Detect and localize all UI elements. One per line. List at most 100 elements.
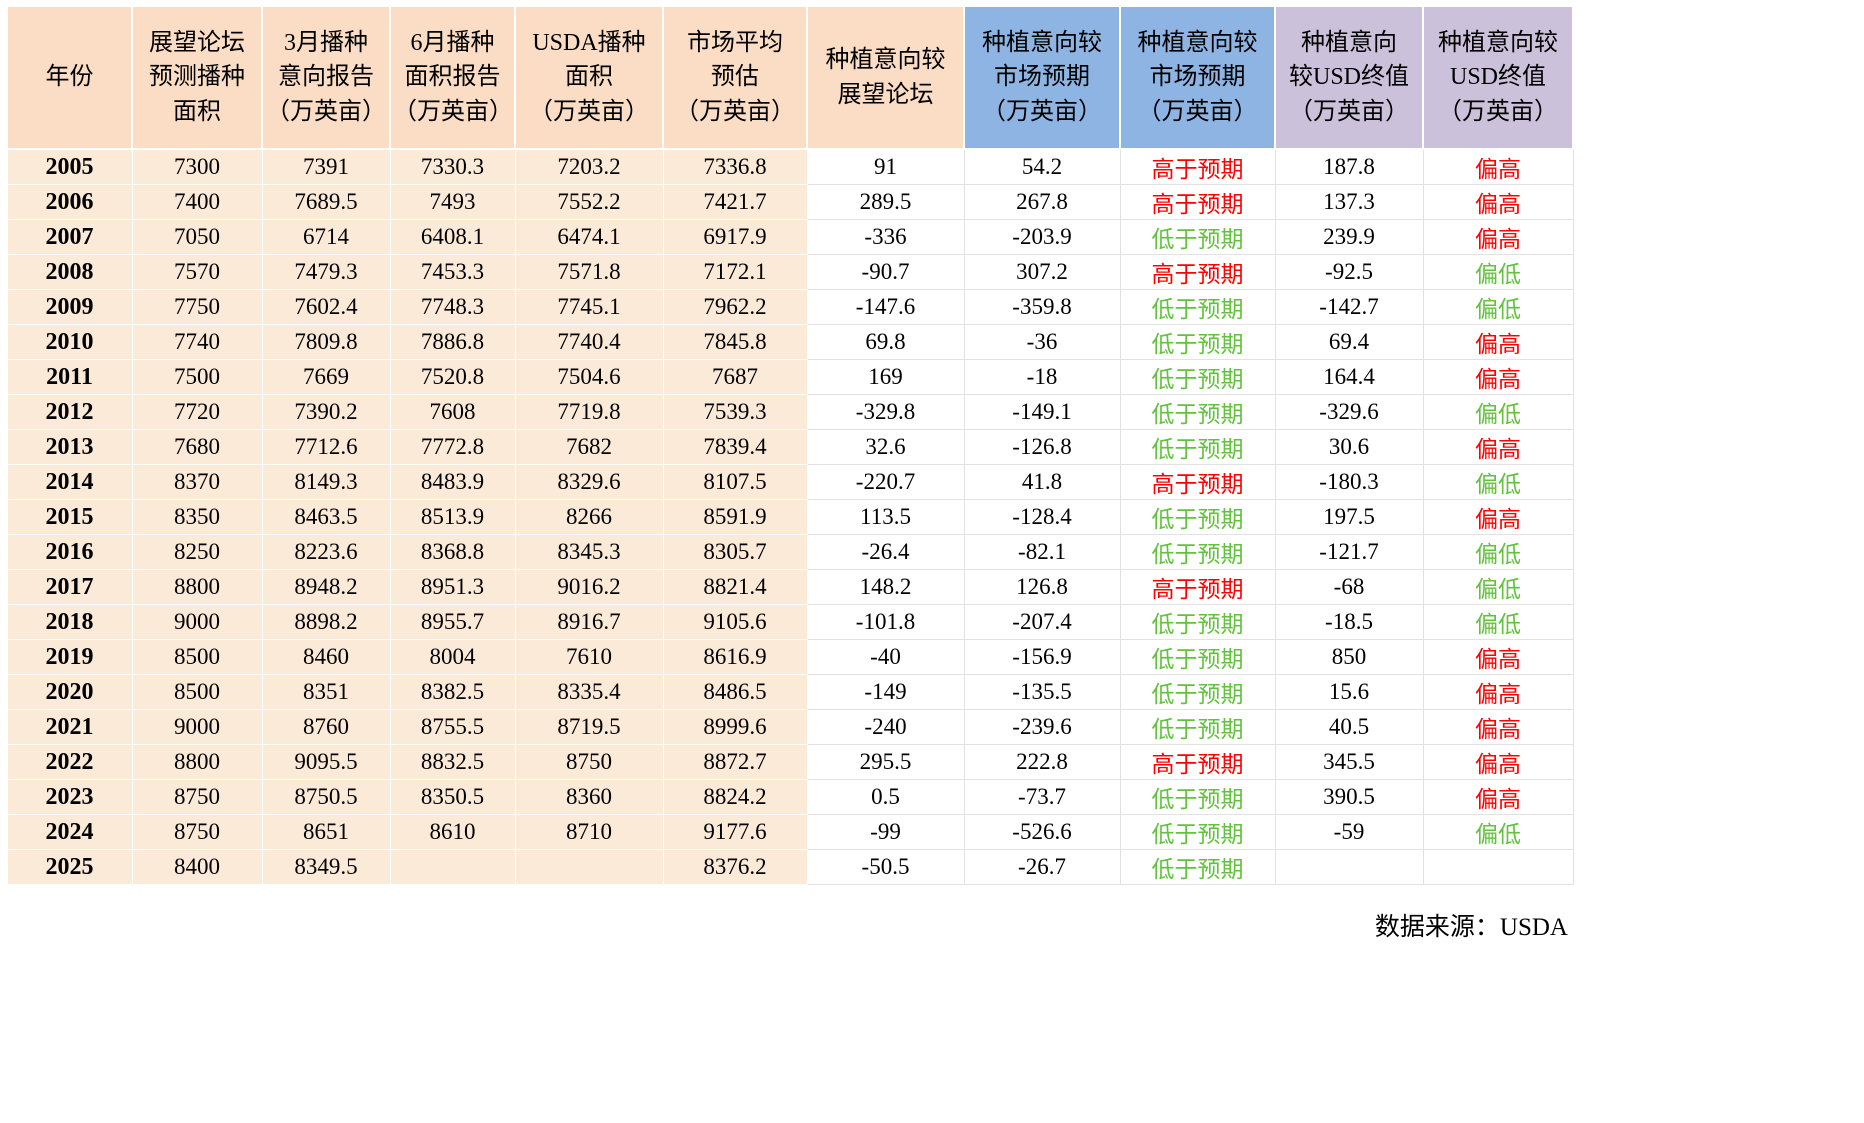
intent-vs-usda-cell: -180.3 xyxy=(1274,464,1424,500)
intent-vs-usda-status-cell: 偏低 xyxy=(1422,289,1574,325)
intent-vs-forum-cell: 91 xyxy=(806,148,965,185)
usda-area-cell: 8916.7 xyxy=(514,604,664,640)
intent-vs-market-cell: -156.9 xyxy=(963,639,1121,675)
march-intentions-report-cell: 7602.4 xyxy=(261,289,391,325)
year-cell: 2019 xyxy=(6,639,133,675)
march-intentions-report-cell: 7390.2 xyxy=(261,394,391,430)
intent-vs-forum-cell: 169 xyxy=(806,359,965,395)
intent-vs-usda-cell xyxy=(1274,849,1424,885)
col-header-june-area-report: 6月播种 面积报告 （万英亩） xyxy=(389,5,516,150)
intent-vs-forum-cell: -220.7 xyxy=(806,464,965,500)
forum-forecast-cell: 8250 xyxy=(131,534,263,570)
intent-vs-usda-cell: 239.9 xyxy=(1274,219,1424,255)
year-cell: 2024 xyxy=(6,814,133,850)
data-table: 年份 展望论坛 预测播种 面积 3月播种 意向报告 （万英亩） 6月播种 面积报告 （… xyxy=(6,5,1574,885)
intent-vs-forum-cell: 148.2 xyxy=(806,569,965,605)
intent-vs-usda-cell: -121.7 xyxy=(1274,534,1424,570)
intent-vs-market-cell: 41.8 xyxy=(963,464,1121,500)
march-intentions-report-cell: 7391 xyxy=(261,148,391,185)
usda-area-cell xyxy=(514,849,664,885)
year-cell: 2020 xyxy=(6,674,133,710)
intent-vs-market-status-cell: 低于预期 xyxy=(1119,779,1276,815)
intent-vs-usda-cell: -329.6 xyxy=(1274,394,1424,430)
march-intentions-report-cell: 7479.3 xyxy=(261,254,391,290)
intent-vs-usda-cell: -18.5 xyxy=(1274,604,1424,640)
intent-vs-usda-status-cell: 偏高 xyxy=(1422,184,1574,220)
intent-vs-market-status-cell: 低于预期 xyxy=(1119,534,1276,570)
table-row: 2025 8400 8349.5 8376.2 -50.5 -26.7 低于预期 xyxy=(6,849,1574,885)
intent-vs-usda-status-cell: 偏低 xyxy=(1422,814,1574,850)
intent-vs-forum-cell: -50.5 xyxy=(806,849,965,885)
intent-vs-market-cell: -36 xyxy=(963,324,1121,360)
market-avg-estimate-cell: 7421.7 xyxy=(662,184,808,220)
forum-forecast-cell: 8400 xyxy=(131,849,263,885)
june-area-report-cell: 8483.9 xyxy=(389,464,516,500)
intent-vs-usda-cell: 187.8 xyxy=(1274,148,1424,185)
intent-vs-forum-cell: -336 xyxy=(806,219,965,255)
intent-vs-usda-cell: 345.5 xyxy=(1274,744,1424,780)
year-cell: 2021 xyxy=(6,709,133,745)
intent-vs-forum-cell: -26.4 xyxy=(806,534,965,570)
market-avg-estimate-cell: 8616.9 xyxy=(662,639,808,675)
forum-forecast-cell: 7400 xyxy=(131,184,263,220)
intent-vs-usda-status-cell: 偏高 xyxy=(1422,324,1574,360)
intent-vs-market-cell: 307.2 xyxy=(963,254,1121,290)
intent-vs-forum-cell: 113.5 xyxy=(806,499,965,535)
march-intentions-report-cell: 8460 xyxy=(261,639,391,675)
market-avg-estimate-cell: 8305.7 xyxy=(662,534,808,570)
market-avg-estimate-cell: 7962.2 xyxy=(662,289,808,325)
col-header-intent-vs-usda: 种植意向 较USD终值 （万英亩） xyxy=(1274,5,1424,150)
forum-forecast-cell: 9000 xyxy=(131,604,263,640)
usda-area-cell: 8329.6 xyxy=(514,464,664,500)
intent-vs-usda-cell: 69.4 xyxy=(1274,324,1424,360)
june-area-report-cell: 8610 xyxy=(389,814,516,850)
intent-vs-usda-cell: 197.5 xyxy=(1274,499,1424,535)
market-avg-estimate-cell: 7839.4 xyxy=(662,429,808,465)
usda-area-cell: 8266 xyxy=(514,499,664,535)
market-avg-estimate-cell: 8107.5 xyxy=(662,464,808,500)
header-row: 年份 展望论坛 预测播种 面积 3月播种 意向报告 （万英亩） 6月播种 面积报告 （… xyxy=(6,5,1574,150)
year-cell: 2023 xyxy=(6,779,133,815)
market-avg-estimate-cell: 7845.8 xyxy=(662,324,808,360)
june-area-report-cell: 8951.3 xyxy=(389,569,516,605)
intent-vs-market-cell: 126.8 xyxy=(963,569,1121,605)
intent-vs-usda-cell: -68 xyxy=(1274,569,1424,605)
usda-area-cell: 8360 xyxy=(514,779,664,815)
june-area-report-cell: 8368.8 xyxy=(389,534,516,570)
june-area-report-cell: 7493 xyxy=(389,184,516,220)
col-header-intent-vs-forum: 种植意向较 展望论坛 xyxy=(806,5,965,150)
forum-forecast-cell: 7050 xyxy=(131,219,263,255)
market-avg-estimate-cell: 8591.9 xyxy=(662,499,808,535)
intent-vs-market-cell: 54.2 xyxy=(963,148,1121,185)
table-row: 2009 7750 7602.4 7748.3 7745.1 7962.2 -147.6 -3… xyxy=(6,289,1574,325)
year-cell: 2010 xyxy=(6,324,133,360)
usda-area-cell: 8719.5 xyxy=(514,709,664,745)
march-intentions-report-cell: 8351 xyxy=(261,674,391,710)
intent-vs-market-cell: -73.7 xyxy=(963,779,1121,815)
table-row: 2019 8500 8460 8004 7610 8616.9 -40 -156.9 低于预期 8… xyxy=(6,639,1574,675)
year-cell: 2012 xyxy=(6,394,133,430)
intent-vs-market-status-cell: 低于预期 xyxy=(1119,849,1276,885)
march-intentions-report-cell: 8223.6 xyxy=(261,534,391,570)
usda-area-cell: 7745.1 xyxy=(514,289,664,325)
june-area-report-cell: 7748.3 xyxy=(389,289,516,325)
year-cell: 2008 xyxy=(6,254,133,290)
intent-vs-market-cell: -207.4 xyxy=(963,604,1121,640)
usda-area-cell: 9016.2 xyxy=(514,569,664,605)
col-header-march-intentions-report: 3月播种 意向报告 （万英亩） xyxy=(261,5,391,150)
market-avg-estimate-cell: 8376.2 xyxy=(662,849,808,885)
intent-vs-market-status-cell: 低于预期 xyxy=(1119,324,1276,360)
intent-vs-usda-status-cell: 偏高 xyxy=(1422,639,1574,675)
intent-vs-forum-cell: -90.7 xyxy=(806,254,965,290)
intent-vs-market-status-cell: 高于预期 xyxy=(1119,148,1276,185)
intent-vs-forum-cell: -149 xyxy=(806,674,965,710)
col-header-usda-area: USDA播种 面积 （万英亩） xyxy=(514,5,664,150)
intent-vs-usda-status-cell: 偏高 xyxy=(1422,359,1574,395)
intent-vs-usda-cell: -59 xyxy=(1274,814,1424,850)
market-avg-estimate-cell: 7687 xyxy=(662,359,808,395)
june-area-report-cell: 7453.3 xyxy=(389,254,516,290)
intent-vs-market-cell: -82.1 xyxy=(963,534,1121,570)
forum-forecast-cell: 7680 xyxy=(131,429,263,465)
table-row: 2010 7740 7809.8 7886.8 7740.4 7845.8 69.8 -36 低… xyxy=(6,324,1574,360)
intent-vs-usda-cell: 15.6 xyxy=(1274,674,1424,710)
